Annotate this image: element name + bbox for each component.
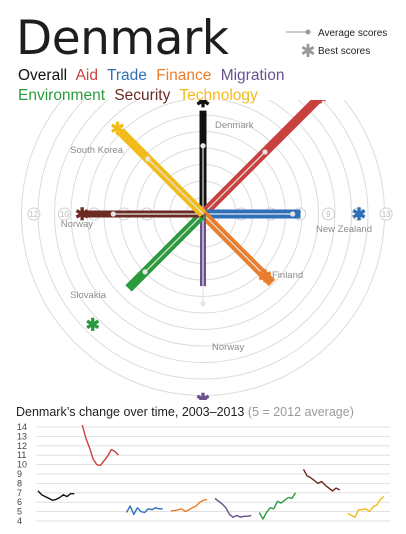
legend-markers: ✱ <box>286 29 314 60</box>
scale-tick-badge <box>321 207 335 221</box>
legend-best: Best scores <box>318 46 371 57</box>
radial-chart: 121086435791113✱✱✱✱✱✱✱✱DenmarkSwedenNew … <box>21 100 393 400</box>
series-line-security <box>302 468 341 492</box>
category-technology: Technology <box>179 87 258 104</box>
y-tick-label: 14 <box>17 422 27 432</box>
average-line-aid <box>202 151 266 215</box>
scale-tick-badge <box>351 207 365 221</box>
scale-tick-badge <box>27 207 41 221</box>
best-score-asterisk-icon: ✱ <box>313 100 327 107</box>
average-dot-aid <box>262 149 268 155</box>
best-country-label: Denmark <box>215 120 254 131</box>
series-line-finance <box>170 498 208 513</box>
timeseries-title-text: Denmark’s change over time, 2003–2013 <box>16 405 245 419</box>
y-tick-label: 6 <box>17 497 22 507</box>
category-trade: Trade <box>107 67 147 84</box>
best-score-asterisk-icon: ✱ <box>258 267 272 286</box>
series-line-technology <box>347 496 385 518</box>
y-tick-label: 8 <box>17 478 22 488</box>
scale-tick-badge <box>379 207 393 221</box>
y-tick-label: 11 <box>17 450 26 460</box>
scale-tick-label: 9 <box>326 210 331 219</box>
best-score-asterisk-icon: ✱ <box>196 100 210 111</box>
best-country-label: Norway <box>212 342 244 353</box>
average-dot-security <box>110 211 116 217</box>
average-dot-technology <box>145 156 151 162</box>
scale-tick-badge <box>57 207 71 221</box>
best-score-asterisk-icon: ✱ <box>352 205 366 224</box>
scale-tick-label: 12 <box>29 210 38 219</box>
y-tick-label: 13 <box>17 431 27 441</box>
category-migration: Migration <box>220 67 285 84</box>
y-tick-label: 10 <box>17 460 27 470</box>
y-tick-label: 4 <box>17 516 22 526</box>
y-tick-label: 5 <box>17 507 22 517</box>
y-tick-label: 9 <box>17 469 22 479</box>
scale-tick-label: 13 <box>382 210 391 219</box>
legend-average: Average scores <box>318 28 388 39</box>
best-country-label: New Zealand <box>316 224 372 235</box>
average-dot-environment <box>142 269 148 275</box>
category-security: Security <box>114 87 171 104</box>
y-tick-label: 7 <box>17 488 22 498</box>
category-environment: Environment <box>18 87 106 104</box>
best-country-label: South Korea <box>70 145 124 156</box>
category-list-line1: Overall Aid Trade Finance Migration <box>18 66 289 86</box>
best-country-label: Finland <box>272 270 303 281</box>
series-line-trade <box>125 505 163 516</box>
category-finance: Finance <box>156 67 212 84</box>
series-line-aid <box>81 424 120 467</box>
best-score-asterisk-icon: ✱ <box>196 390 210 400</box>
average-dot-finance <box>261 272 267 278</box>
series-line-environment <box>258 492 297 520</box>
category-aid: Aid <box>75 67 98 84</box>
best-score-asterisk-icon: ✱ <box>110 120 124 139</box>
series-line-migration <box>214 497 252 518</box>
page-title: Denmark <box>16 11 229 66</box>
average-dot-overall <box>200 143 206 149</box>
timeseries-subtitle: (5 = 2012 average) <box>247 405 354 419</box>
y-tick-label: 12 <box>17 441 27 451</box>
radial-ring <box>70 100 336 347</box>
average-line-technology <box>147 158 204 215</box>
category-list-line2: Environment Security Technology <box>18 86 263 106</box>
average-line-finance <box>202 213 265 276</box>
series-line-overall <box>37 490 75 502</box>
scale-tick-label: 11 <box>354 210 363 219</box>
scale-tick-label: 10 <box>60 210 69 219</box>
timeseries-title: Denmark’s change over time, 2003–2013 (5… <box>16 405 354 419</box>
best-score-asterisk-icon: ✱ <box>86 315 100 334</box>
best-country-label: Norway <box>61 219 93 230</box>
average-line-environment <box>144 213 204 273</box>
best-legend-asterisk-icon: ✱ <box>300 41 314 60</box>
best-country-label: Slovakia <box>70 290 107 301</box>
average-legend-dot <box>305 29 311 35</box>
average-dot-trade <box>290 211 296 217</box>
best-score-asterisk-icon: ✱ <box>75 205 89 224</box>
average-dot-migration <box>200 301 206 307</box>
category-overall: Overall <box>18 67 68 84</box>
radial-ring <box>54 100 352 363</box>
